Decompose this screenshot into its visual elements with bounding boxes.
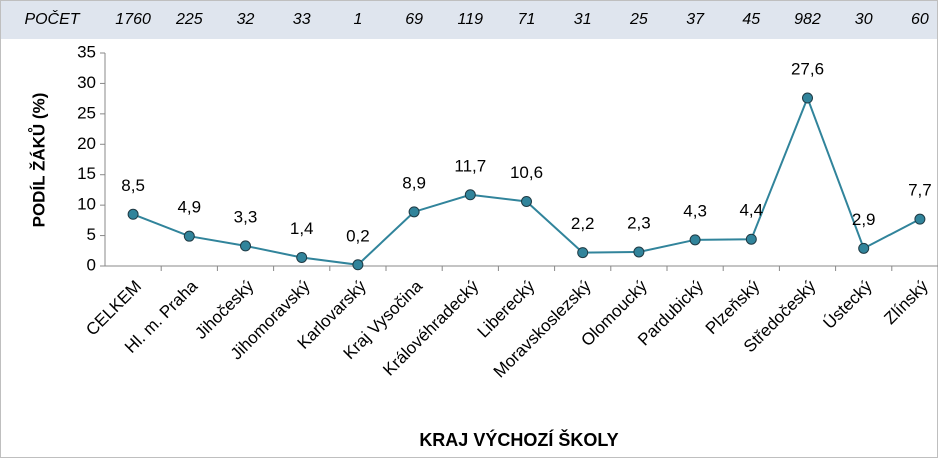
marker bbox=[183, 230, 195, 242]
data-label: 2,9 bbox=[852, 210, 876, 229]
data-label: 1,4 bbox=[290, 219, 314, 238]
header-count: 69 bbox=[405, 11, 423, 28]
header-count: 33 bbox=[293, 11, 311, 28]
header-count: 30 bbox=[855, 11, 873, 28]
header-count: 1760 bbox=[115, 11, 151, 28]
marker bbox=[633, 246, 645, 258]
marker bbox=[240, 240, 251, 252]
y-axis-label: PODÍL ŽÁKŮ (%) bbox=[28, 93, 48, 228]
y-tick-label: 30 bbox=[77, 73, 96, 92]
marker bbox=[296, 251, 308, 263]
marker bbox=[352, 259, 364, 271]
data-label: 8,9 bbox=[402, 173, 426, 192]
x-axis-label: KRAJ VÝCHOZÍ ŠKOLY bbox=[419, 429, 618, 450]
header-count: 25 bbox=[629, 11, 648, 28]
data-label: 8,5 bbox=[121, 176, 145, 195]
y-tick-label: 10 bbox=[77, 195, 96, 214]
marker bbox=[577, 247, 589, 259]
header-count: 982 bbox=[794, 11, 821, 28]
marker bbox=[802, 92, 813, 104]
data-label: 4,9 bbox=[177, 198, 201, 217]
header-count: 31 bbox=[574, 11, 592, 28]
y-tick-label: 15 bbox=[77, 164, 96, 183]
header-count: 32 bbox=[237, 11, 255, 28]
marker bbox=[464, 189, 476, 201]
marker bbox=[745, 233, 757, 245]
y-tick-label: 25 bbox=[77, 103, 96, 122]
header-count: 119 bbox=[458, 11, 484, 28]
header-label: POČET bbox=[24, 9, 80, 28]
y-tick-label: 0 bbox=[87, 255, 96, 274]
data-label: 11,7 bbox=[454, 156, 486, 175]
marker bbox=[127, 208, 139, 220]
data-label: 4,4 bbox=[739, 201, 763, 220]
header-count: 45 bbox=[742, 11, 760, 28]
marker bbox=[689, 234, 701, 246]
header-count: 37 bbox=[686, 11, 705, 28]
data-label: 3,3 bbox=[234, 207, 258, 226]
data-label: 2,3 bbox=[627, 213, 651, 232]
header-count: 60 bbox=[911, 11, 929, 28]
header-count: 71 bbox=[518, 11, 536, 28]
header-count: 225 bbox=[175, 11, 203, 28]
marker bbox=[408, 206, 420, 218]
data-label: 0,2 bbox=[346, 226, 370, 245]
data-label: 2,2 bbox=[571, 214, 595, 233]
data-label: 10,6 bbox=[510, 163, 543, 182]
marker bbox=[914, 213, 926, 225]
data-label: 27,6 bbox=[791, 60, 824, 79]
header-row bbox=[1, 1, 937, 39]
data-label: 4,3 bbox=[683, 201, 707, 220]
y-tick-label: 35 bbox=[77, 42, 96, 61]
y-tick-label: 20 bbox=[77, 134, 96, 153]
header-count: 1 bbox=[353, 11, 362, 28]
marker bbox=[858, 242, 870, 254]
marker bbox=[521, 195, 532, 207]
data-label: 7,7 bbox=[908, 181, 932, 200]
y-tick-label: 5 bbox=[87, 225, 96, 244]
